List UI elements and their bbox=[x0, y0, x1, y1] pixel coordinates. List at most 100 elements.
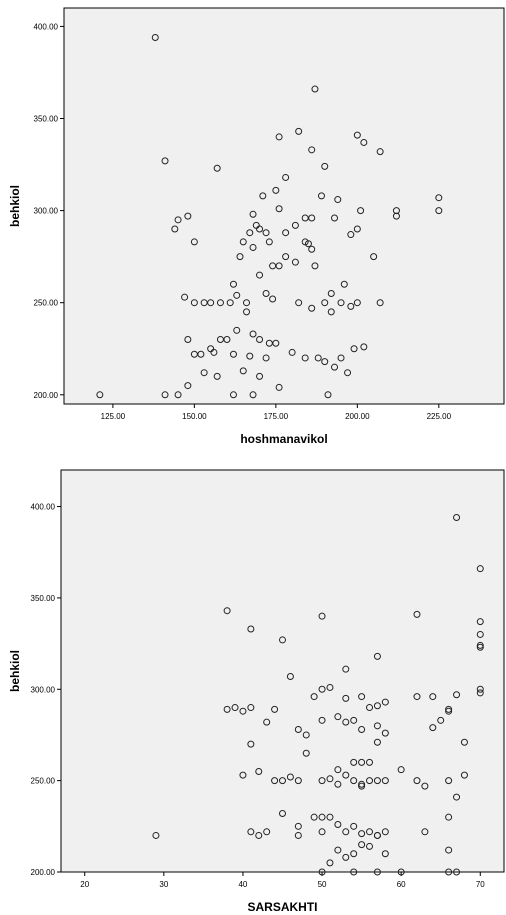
data-point bbox=[304, 240, 312, 248]
data-point bbox=[247, 704, 255, 712]
data-point bbox=[445, 813, 453, 821]
data-point bbox=[337, 354, 345, 362]
y-axis-title: behkiol bbox=[8, 650, 22, 692]
data-point bbox=[308, 146, 316, 154]
data-point bbox=[310, 693, 318, 701]
x-tick-label: 175.00 bbox=[264, 412, 289, 421]
data-point bbox=[318, 868, 326, 876]
data-point bbox=[190, 299, 198, 307]
plot-area bbox=[63, 7, 505, 405]
data-point bbox=[453, 514, 461, 522]
data-point bbox=[358, 841, 366, 849]
data-point bbox=[327, 289, 335, 297]
data-point bbox=[181, 293, 189, 301]
data-point bbox=[453, 691, 461, 699]
data-point bbox=[353, 225, 361, 233]
data-point bbox=[437, 716, 445, 724]
data-point bbox=[229, 280, 237, 288]
data-point bbox=[350, 868, 358, 876]
data-point bbox=[275, 262, 283, 270]
data-point bbox=[282, 173, 290, 181]
data-point bbox=[291, 258, 299, 266]
data-point bbox=[246, 229, 254, 237]
data-point bbox=[318, 685, 326, 693]
data-point bbox=[255, 768, 263, 775]
data-point bbox=[413, 777, 421, 785]
data-point bbox=[381, 828, 389, 836]
data-point bbox=[334, 196, 342, 204]
data-point bbox=[269, 262, 277, 270]
x-tick-label: 70 bbox=[476, 880, 485, 889]
data-point bbox=[310, 813, 318, 821]
y-tick-label: 250.00 bbox=[34, 299, 59, 308]
data-point bbox=[256, 372, 264, 380]
data-point bbox=[334, 846, 342, 854]
data-point bbox=[350, 345, 358, 353]
data-point bbox=[476, 565, 484, 573]
data-point bbox=[350, 822, 358, 830]
data-point bbox=[358, 830, 366, 838]
data-point bbox=[376, 148, 384, 156]
data-point bbox=[255, 831, 263, 839]
data-point bbox=[207, 299, 215, 307]
data-point bbox=[413, 610, 421, 618]
data-point bbox=[216, 299, 224, 307]
data-point bbox=[288, 348, 296, 356]
data-point bbox=[366, 704, 374, 712]
data-point bbox=[213, 164, 221, 172]
data-point bbox=[358, 725, 366, 733]
data-point bbox=[174, 391, 182, 399]
data-point bbox=[96, 391, 104, 399]
data-point bbox=[350, 758, 358, 766]
data-point bbox=[381, 777, 389, 785]
data-point bbox=[392, 212, 400, 220]
data-point bbox=[334, 766, 342, 774]
data-point bbox=[263, 718, 271, 726]
data-point bbox=[476, 685, 484, 693]
data-point bbox=[216, 336, 224, 344]
data-point bbox=[476, 641, 484, 649]
data-point bbox=[279, 777, 286, 785]
x-tick-label: 60 bbox=[397, 880, 406, 889]
data-point bbox=[342, 694, 350, 702]
data-point bbox=[397, 868, 405, 876]
data-point bbox=[373, 652, 381, 660]
data-point bbox=[249, 243, 257, 251]
data-point bbox=[161, 157, 169, 165]
data-point bbox=[397, 766, 405, 774]
data-point bbox=[223, 705, 231, 713]
data-point bbox=[275, 383, 283, 391]
data-point bbox=[318, 813, 326, 821]
data-point bbox=[256, 225, 264, 233]
data-point bbox=[247, 625, 255, 633]
data-point bbox=[275, 205, 283, 213]
data-point bbox=[358, 782, 366, 790]
data-point bbox=[360, 343, 368, 351]
data-point bbox=[326, 859, 334, 867]
data-point bbox=[272, 186, 280, 194]
data-point bbox=[358, 758, 366, 766]
x-axis-title: hoshmanavikol bbox=[240, 432, 327, 446]
data-point bbox=[435, 207, 443, 215]
data-point bbox=[318, 828, 326, 836]
data-point bbox=[295, 127, 303, 135]
data-point bbox=[381, 729, 389, 737]
data-point bbox=[271, 705, 279, 713]
data-point bbox=[265, 238, 273, 246]
data-point bbox=[342, 771, 350, 779]
data-point bbox=[476, 689, 484, 697]
data-point bbox=[233, 291, 241, 299]
data-point bbox=[265, 339, 273, 347]
data-point bbox=[358, 693, 366, 701]
x-tick-label: 225.00 bbox=[427, 412, 452, 421]
data-point bbox=[301, 354, 309, 362]
data-point bbox=[358, 780, 366, 788]
data-point bbox=[226, 299, 234, 307]
data-point bbox=[311, 85, 319, 93]
y-tick-label: 400.00 bbox=[31, 503, 56, 512]
x-tick-label: 125.00 bbox=[101, 412, 126, 421]
data-point bbox=[460, 771, 468, 779]
data-point bbox=[184, 336, 192, 344]
data-point bbox=[294, 831, 302, 839]
